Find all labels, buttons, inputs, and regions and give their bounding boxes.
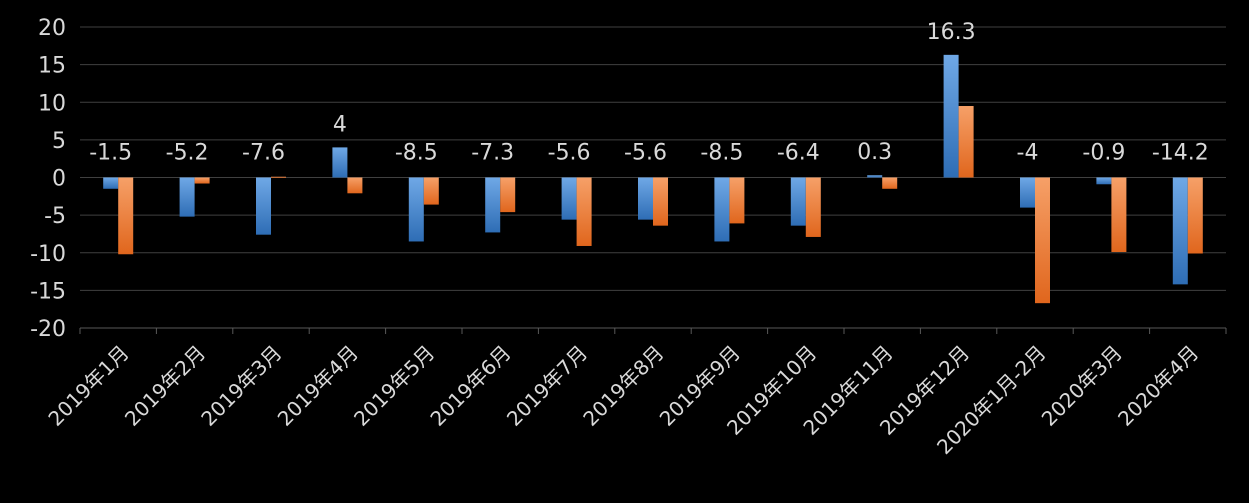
- bar-series-2: [958, 106, 974, 178]
- y-tick-label: -15: [30, 279, 66, 304]
- y-tick-label: -20: [30, 317, 66, 342]
- bar-series-2: [729, 177, 745, 224]
- bar-series-1: [1172, 177, 1188, 285]
- bar-series-2: [271, 176, 286, 178]
- data-label: -0.9: [1082, 141, 1125, 166]
- x-category-label: 2020年3月: [1037, 341, 1127, 431]
- bar-series-2: [1035, 177, 1050, 304]
- bar-series-1: [561, 177, 577, 220]
- x-category-label: 2019年7月: [502, 341, 592, 431]
- bar-series-1: [943, 54, 959, 178]
- data-label: -5.2: [166, 141, 209, 166]
- bar-series-1: [790, 177, 806, 226]
- bar-series-2: [347, 177, 363, 194]
- data-label: -5.6: [624, 141, 667, 166]
- bar-series-2: [118, 177, 134, 255]
- data-label: -7.3: [471, 141, 514, 166]
- y-tick-label: 0: [52, 167, 66, 192]
- data-label: 16.3: [927, 20, 976, 45]
- bar-series-1: [638, 177, 653, 220]
- bar-series-2: [1111, 177, 1127, 252]
- bar-series-1: [1020, 177, 1035, 208]
- bar-series-1: [256, 177, 271, 235]
- data-label: -4: [1017, 141, 1039, 166]
- x-category-label: 2020年4月: [1113, 341, 1203, 431]
- x-category-label: 2019年2月: [120, 341, 210, 431]
- data-label: -8.5: [395, 141, 438, 166]
- bar-series-1: [714, 177, 730, 242]
- data-label: -14.2: [1152, 141, 1209, 166]
- y-axis: 20 15 10 5 0 -5 -10 -15 -20: [30, 16, 66, 342]
- data-label: -1.5: [89, 141, 132, 166]
- bar-series-1: [408, 177, 424, 242]
- bar-series-1: [179, 177, 195, 217]
- bar-series-1: [332, 147, 348, 178]
- data-label: -8.5: [700, 141, 743, 166]
- x-axis: 2019年1月2019年2月2019年3月2019年4月2019年5月2019年…: [43, 327, 1227, 459]
- bar-series-2: [653, 177, 668, 226]
- x-category-label: 2019年4月: [273, 341, 363, 431]
- data-label: -6.4: [777, 141, 820, 166]
- bar-series-1: [485, 177, 501, 233]
- data-label: 0.3: [857, 140, 892, 165]
- data-label: 4: [333, 112, 347, 137]
- data-labels: -1.5 -5.2 -7.6 4 -8.5 -7.3 -5.6 -5.6 -8.5 -6.4 0.3…: [89, 20, 1209, 166]
- x-category-label: 2019年8月: [578, 341, 668, 431]
- x-category-label: 2019年5月: [349, 341, 439, 431]
- bar-series-2: [423, 177, 439, 205]
- bar-series-2: [1187, 177, 1203, 254]
- data-label: -7.6: [242, 141, 285, 166]
- y-tick-label: 20: [38, 16, 66, 41]
- bar-series-2: [882, 177, 898, 189]
- bar-series-2: [194, 177, 210, 184]
- y-tick-label: 15: [38, 54, 66, 79]
- bar-series-1: [1096, 177, 1112, 185]
- y-tick-label: -5: [44, 204, 66, 229]
- bars: [103, 54, 1203, 304]
- bar-series-2: [805, 177, 821, 237]
- y-tick-label: 5: [52, 129, 66, 154]
- y-tick-label: 10: [38, 91, 66, 116]
- x-category-label: 2019年3月: [196, 341, 286, 431]
- y-tick-label: -10: [30, 242, 66, 267]
- data-label: -5.6: [548, 141, 591, 166]
- bar-series-1: [103, 177, 119, 189]
- x-category-label: 2019年6月: [425, 341, 515, 431]
- bar-series-1: [867, 175, 883, 178]
- x-category-label: 2019年1月: [43, 341, 133, 431]
- bar-series-2: [576, 177, 592, 246]
- bar-series-2: [500, 177, 516, 213]
